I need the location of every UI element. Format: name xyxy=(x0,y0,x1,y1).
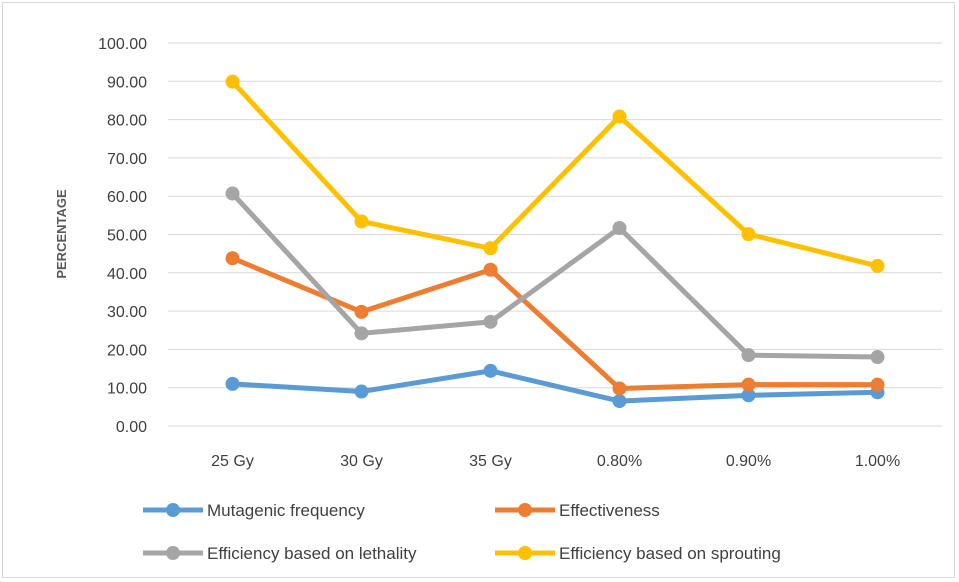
series-lines xyxy=(225,74,885,409)
data-point xyxy=(225,74,240,89)
y-tick-label: 80.00 xyxy=(107,113,147,130)
data-point xyxy=(225,186,240,201)
y-tick-label: 100.00 xyxy=(98,36,147,53)
data-point xyxy=(483,241,498,256)
legend-swatch-marker xyxy=(518,503,532,517)
x-tick-label: 25 Gy xyxy=(211,453,254,470)
legend-item: Effectiveness xyxy=(495,501,660,520)
x-tick-label: 0.90% xyxy=(726,453,771,470)
legend-label: Efficiency based on sprouting xyxy=(559,544,781,563)
y-tick-label: 10.00 xyxy=(107,381,147,398)
data-point xyxy=(354,326,369,341)
data-point xyxy=(612,381,627,396)
series xyxy=(225,363,885,409)
data-point xyxy=(612,109,627,124)
series xyxy=(225,186,885,365)
data-point xyxy=(870,258,885,273)
x-axis-tick-labels: 25 Gy 30 Gy 35 Gy 0.80% 0.90% 1.00% xyxy=(211,453,900,470)
data-point xyxy=(612,220,627,235)
data-point xyxy=(483,363,498,378)
x-tick-label: 1.00% xyxy=(855,453,900,470)
data-point xyxy=(354,214,369,229)
legend-label: Efficiency based on lethality xyxy=(207,544,417,563)
data-point xyxy=(483,314,498,329)
data-point xyxy=(870,350,885,365)
y-axis-tick-labels: 0.00 10.00 20.00 30.00 40.00 50.00 60.00 70.00 8… xyxy=(98,36,147,436)
y-tick-label: 90.00 xyxy=(107,74,147,91)
data-point xyxy=(741,348,756,363)
series xyxy=(225,74,885,273)
y-tick-label: 60.00 xyxy=(107,189,147,206)
data-point xyxy=(483,262,498,277)
series-line xyxy=(230,368,880,404)
data-point xyxy=(741,377,756,392)
x-tick-label: 30 Gy xyxy=(340,453,383,470)
data-point xyxy=(225,376,240,391)
y-axis-title: PERCENTAGE xyxy=(54,189,69,279)
x-tick-label: 0.80% xyxy=(597,453,642,470)
series-line xyxy=(230,191,880,360)
x-tick-label: 35 Gy xyxy=(469,453,512,470)
y-tick-label: 30.00 xyxy=(107,304,147,321)
data-point xyxy=(354,384,369,399)
data-point xyxy=(741,388,756,403)
legend-swatch-marker xyxy=(166,503,180,517)
legend: Mutagenic frequency Effectiveness Efficien… xyxy=(143,501,781,563)
y-tick-label: 50.00 xyxy=(107,228,147,245)
series-line xyxy=(230,79,880,269)
legend-label: Effectiveness xyxy=(559,501,660,520)
data-point xyxy=(225,251,240,266)
y-tick-label: 40.00 xyxy=(107,266,147,283)
legend-item: Efficiency based on lethality xyxy=(143,544,417,563)
y-tick-label: 20.00 xyxy=(107,342,147,359)
data-point xyxy=(612,394,627,409)
data-point xyxy=(741,227,756,242)
y-tick-label: 70.00 xyxy=(107,151,147,168)
legend-label: Mutagenic frequency xyxy=(207,501,365,520)
y-tick-label: 0.00 xyxy=(116,419,147,436)
series xyxy=(225,251,885,396)
gridlines xyxy=(168,42,942,427)
legend-item: Efficiency based on sprouting xyxy=(495,544,781,563)
data-point xyxy=(354,304,369,319)
series-line xyxy=(230,255,880,391)
legend-item: Mutagenic frequency xyxy=(143,501,365,520)
data-point xyxy=(870,377,885,392)
legend-swatch-marker xyxy=(166,546,180,560)
legend-swatch-marker xyxy=(518,546,532,560)
